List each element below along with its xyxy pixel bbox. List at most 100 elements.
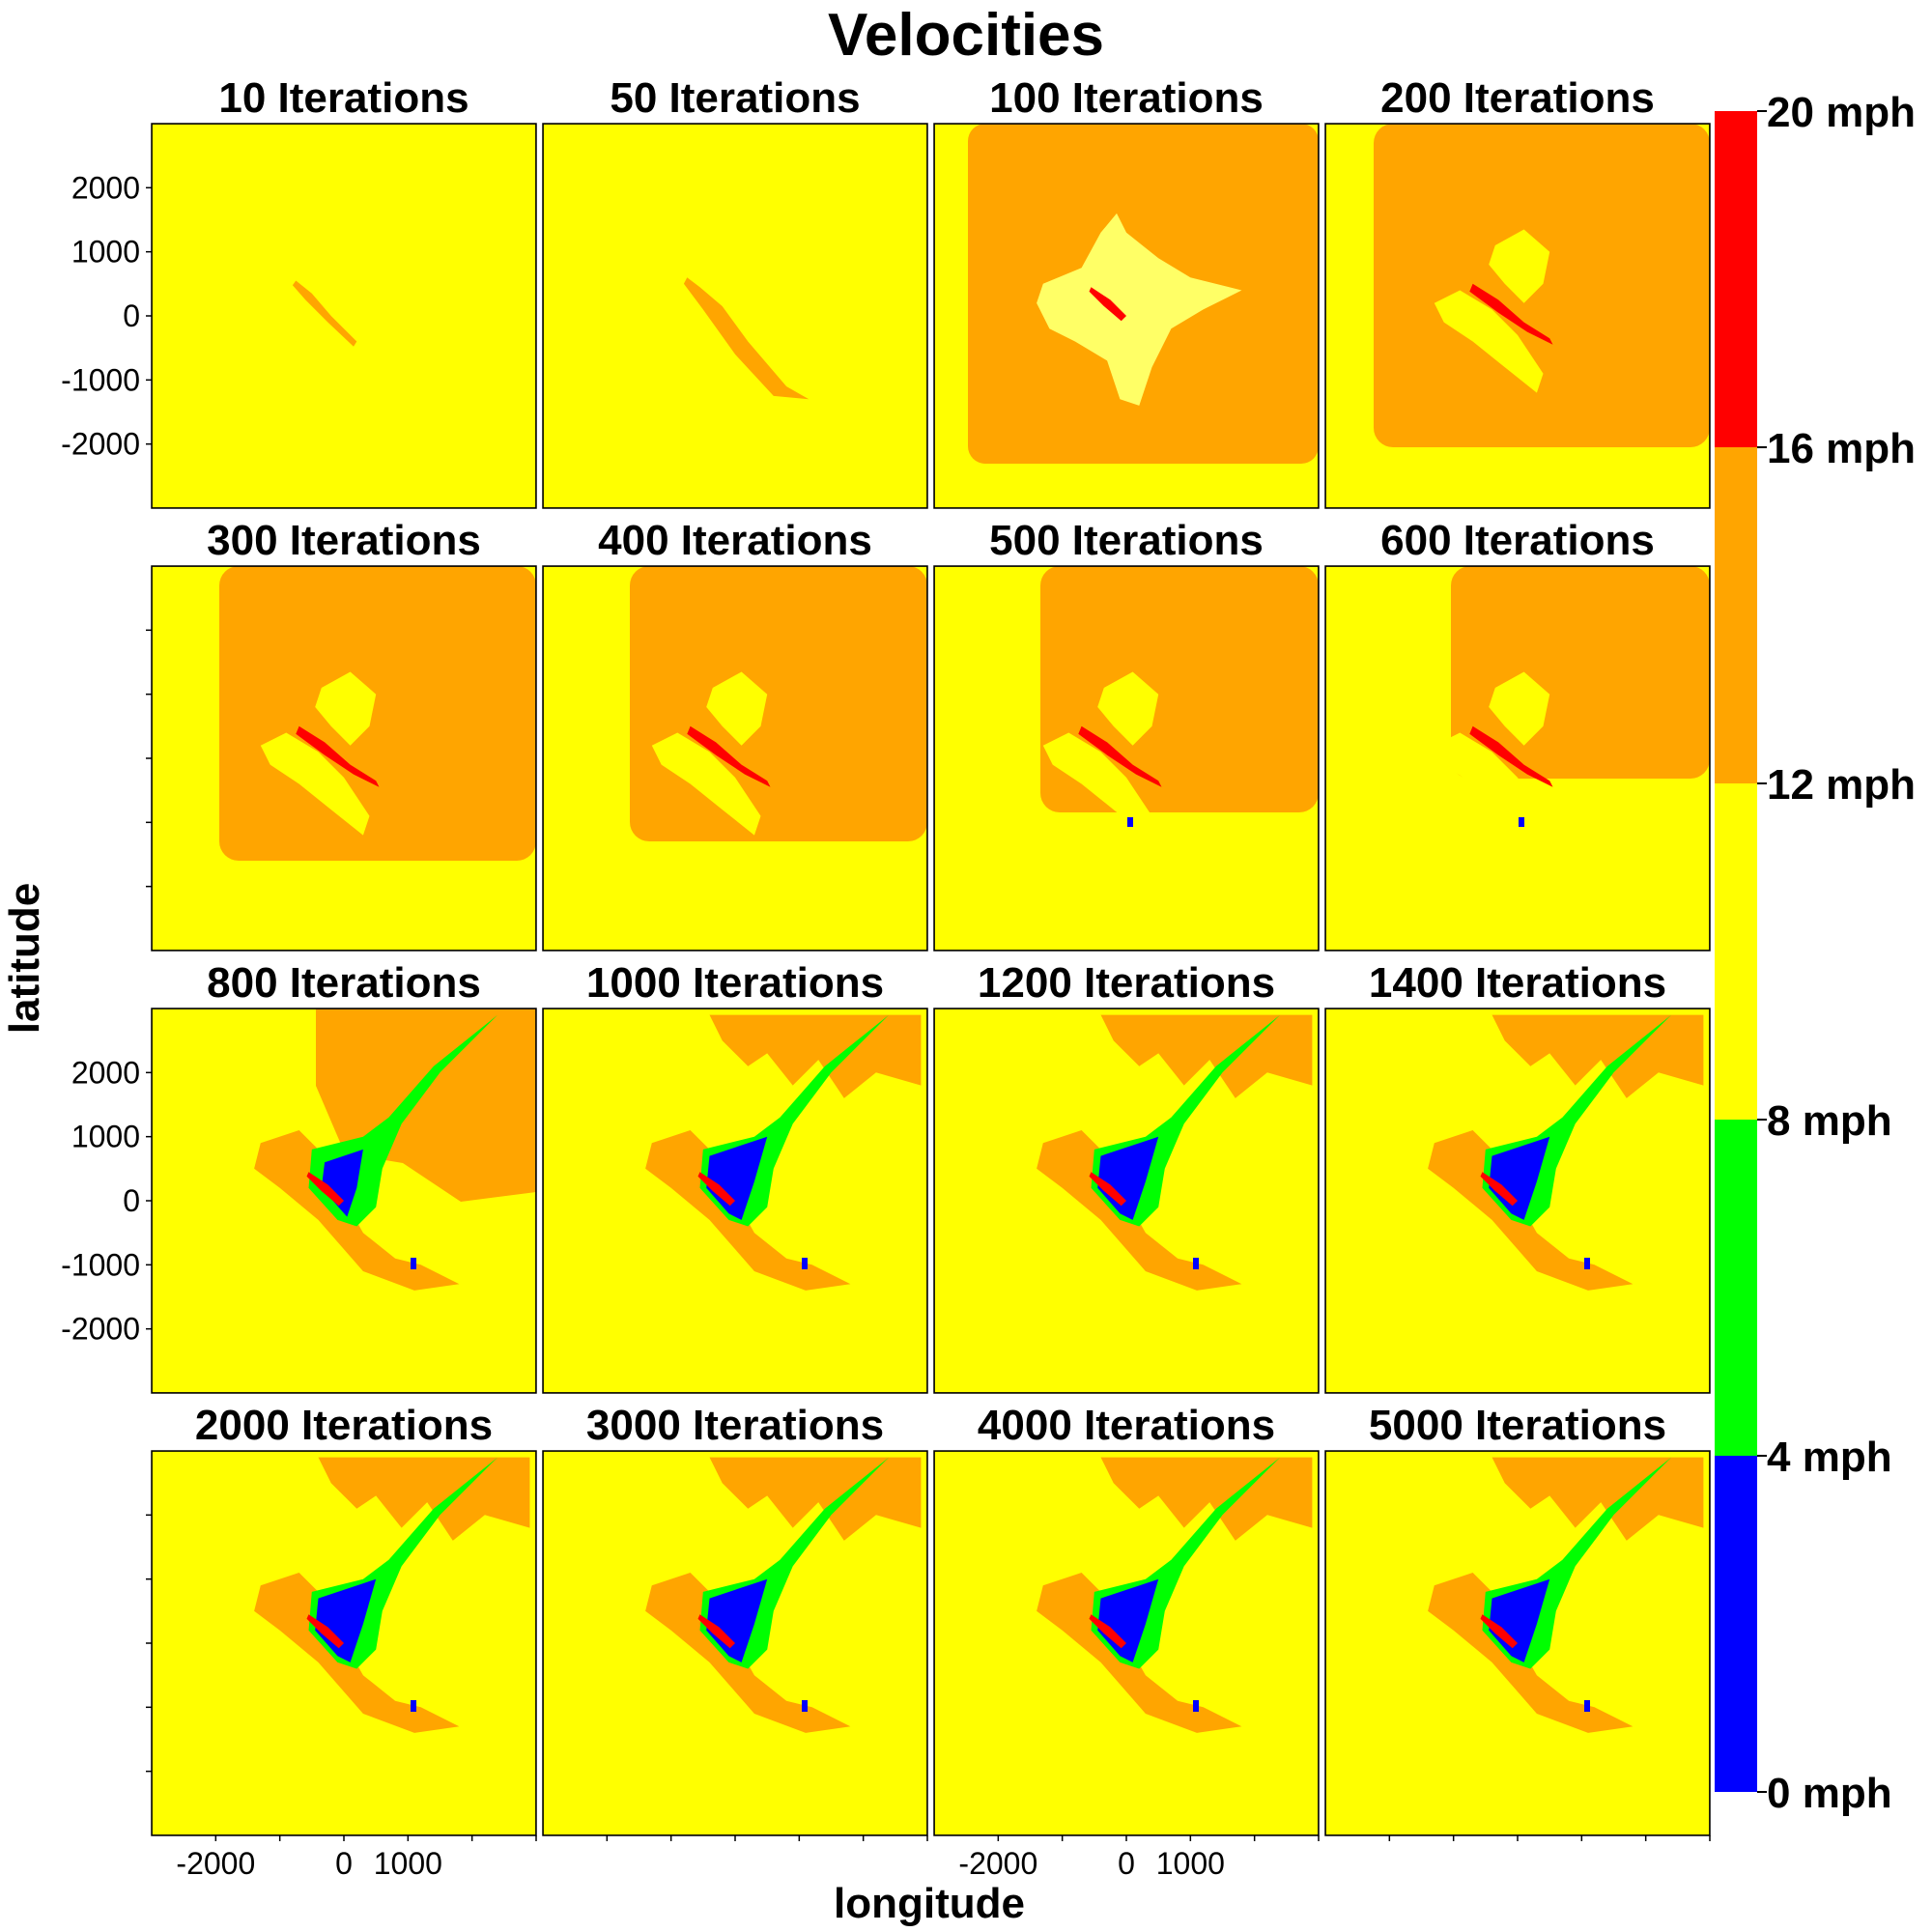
- y-axis-label: latitude: [1, 883, 48, 1034]
- flow-orange: [1428, 1573, 1634, 1733]
- field-orange: [1374, 124, 1710, 447]
- fast-core: [1089, 1172, 1126, 1207]
- panel-title: 1400 Iterations: [1369, 959, 1666, 1007]
- legend-label-top: 20 mph: [1767, 89, 1916, 136]
- field-yellow: [152, 124, 536, 508]
- slow-core-upper: [706, 671, 768, 746]
- legend-swatch: [1715, 1120, 1757, 1456]
- legend-label: 0 mph: [1767, 1770, 1892, 1817]
- stalled-patch: [411, 1258, 416, 1269]
- flow-orange: [1428, 1130, 1634, 1291]
- panel-title: 3000 Iterations: [586, 1402, 884, 1449]
- stalled-patch: [411, 1700, 416, 1712]
- panel-500: 500 Iterations: [933, 517, 1320, 952]
- slow-core-lower: [651, 732, 761, 836]
- panel-3000: 3000 Iterations: [542, 1402, 928, 1841]
- panel-title: 200 Iterations: [1380, 74, 1655, 122]
- panel-title: 600 Iterations: [1380, 517, 1655, 564]
- stalled-region: [706, 1136, 768, 1220]
- slow-core-lower: [1434, 732, 1544, 836]
- legend-swatch: [1715, 111, 1757, 447]
- fast-core: [296, 725, 380, 787]
- y-tick-label: 1000: [71, 1120, 140, 1154]
- fast-core: [687, 725, 771, 787]
- field-orange: [630, 566, 927, 841]
- stalled-region: [706, 1578, 768, 1662]
- panel-heatmap: [543, 566, 927, 951]
- y-tick-label: 0: [123, 298, 140, 333]
- panel-title: 50 Iterations: [610, 74, 860, 122]
- x-tick-label: 0: [335, 1846, 353, 1881]
- panel-10: 10 Iterations 2000 1000 0 -1000 -2000: [61, 74, 537, 509]
- stalled-patch: [1584, 1258, 1590, 1269]
- panel-border: [933, 123, 1320, 509]
- stalled-region: [1489, 1578, 1550, 1662]
- panel-title: 500 Iterations: [989, 517, 1264, 564]
- fast-core: [306, 1172, 344, 1207]
- fast-core: [1469, 725, 1553, 787]
- flow-orange: [1037, 1573, 1242, 1733]
- panel-1400: 1400 Iterations: [1324, 959, 1711, 1394]
- panel-600: 600 Iterations: [1324, 517, 1711, 952]
- stalled-patch: [802, 1258, 808, 1269]
- panel-heatmap: [1325, 566, 1710, 951]
- x-tick-label: -2000: [958, 1846, 1037, 1881]
- legend-swatch: [1715, 783, 1757, 1120]
- y-tick-label: -1000: [61, 1247, 140, 1282]
- y-tick-label: 0: [123, 1183, 140, 1218]
- panel-title: 2000 Iterations: [195, 1402, 493, 1449]
- panel-heatmap: [543, 124, 927, 508]
- panel-heatmap: [934, 1009, 1319, 1393]
- panel-title: 4000 Iterations: [978, 1402, 1275, 1449]
- panel-heatmap: [1325, 124, 1710, 508]
- stalled-patch: [1193, 1700, 1199, 1712]
- slow-core-upper: [1489, 229, 1550, 303]
- legend-label: 12 mph: [1767, 761, 1916, 809]
- panel-title: 400 Iterations: [598, 517, 872, 564]
- y-tick-label: 2000: [71, 1055, 140, 1090]
- panel-title: 100 Iterations: [989, 74, 1264, 122]
- panel-800: 800 Iterations 2000 1000 0 -1000 -2000: [61, 959, 537, 1394]
- flow-orange: [683, 277, 810, 400]
- slow-core-upper: [315, 671, 377, 746]
- panel-300: 300 Iterations: [146, 517, 537, 952]
- panel-title: 10 Iterations: [218, 74, 469, 122]
- stalled-region: [1097, 1136, 1159, 1220]
- slow-core-lower: [1434, 290, 1544, 393]
- flow-orange: [292, 280, 357, 347]
- y-tick-label: 1000: [71, 235, 140, 270]
- panel-title: 1000 Iterations: [586, 959, 884, 1007]
- legend-label: 16 mph: [1767, 425, 1916, 472]
- stalled-patch: [1127, 817, 1133, 827]
- panel-heatmap: [152, 1451, 536, 1835]
- legend-swatch: [1715, 447, 1757, 783]
- slow-core: [1037, 213, 1242, 406]
- fast-core: [697, 1172, 735, 1207]
- fast-core: [1480, 1614, 1518, 1649]
- panel-border: [1324, 565, 1711, 952]
- panel-heatmap: [543, 1451, 927, 1835]
- stalled-patch: [802, 1700, 808, 1712]
- flow-orange: [254, 1573, 460, 1733]
- flow-orange: [1037, 1130, 1242, 1291]
- panel-400: 400 Iterations: [542, 517, 928, 952]
- panel-heatmap: [1325, 1451, 1710, 1835]
- panel-title: 800 Iterations: [207, 959, 481, 1007]
- flow-orange-rays: [709, 1014, 922, 1098]
- flow-orange-rays: [1100, 1014, 1313, 1098]
- legend-swatch: [1715, 1456, 1757, 1792]
- x-tick-label: -2000: [176, 1846, 255, 1881]
- fast-core: [1469, 283, 1553, 345]
- panel-100: 100 Iterations: [933, 74, 1320, 509]
- slow-core-lower: [260, 732, 370, 836]
- fast-core: [697, 1614, 735, 1649]
- flow-orange: [254, 1130, 460, 1291]
- stalled-region: [1097, 1578, 1159, 1662]
- panel-200: 200 Iterations: [1324, 74, 1711, 509]
- stalled-region: [321, 1149, 363, 1217]
- field-yellow: [543, 124, 927, 508]
- x-tick-label: 1000: [374, 1846, 442, 1881]
- flow-orange-rays: [1492, 1014, 1704, 1098]
- field-orange: [219, 566, 536, 861]
